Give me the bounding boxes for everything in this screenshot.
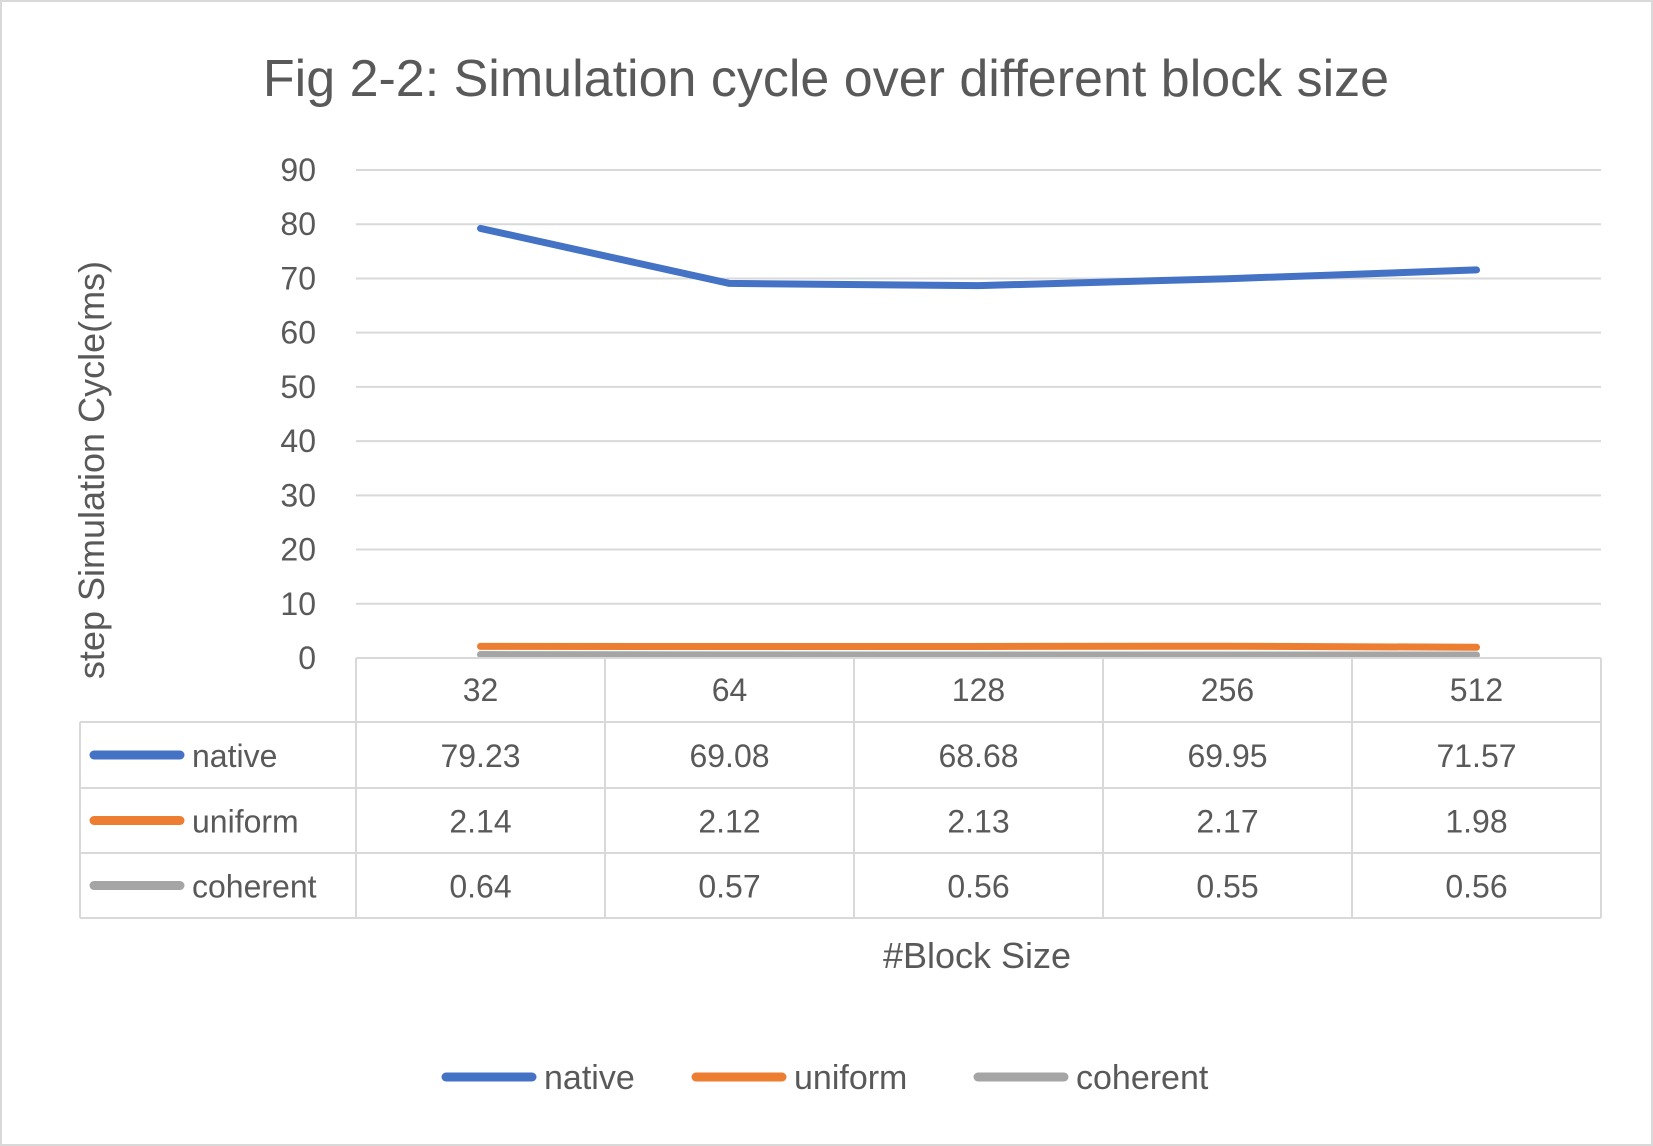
data-label-uniform-64: 2.12 [698, 804, 760, 840]
data-table: 32 64 128 256 512 native 79.23 69.08 68.68 69.95 7… [79, 657, 1602, 919]
y-tick-label-90: 90 [280, 152, 316, 188]
x-tick-label-64: 64 [712, 672, 748, 708]
data-label-native-32: 79.23 [440, 738, 520, 774]
series-line-native [477, 224, 1480, 290]
y-axis-title: step Simulation Cycle(ms) [71, 261, 112, 679]
x-tick-label-512: 512 [1450, 672, 1503, 708]
data-label-native-512: 71.57 [1436, 738, 1516, 774]
data-label-uniform-128: 2.13 [947, 804, 1009, 840]
table-row-label-native: native [192, 738, 277, 774]
x-tick-label-32: 32 [463, 672, 499, 708]
x-tick-label-128: 128 [952, 672, 1005, 708]
legend-label-coherent: coherent [1076, 1059, 1209, 1097]
table-row-label-coherent: coherent [192, 869, 317, 905]
y-tick-label-40: 40 [280, 423, 316, 459]
legend-label-uniform: uniform [794, 1059, 907, 1097]
y-tick-label-30: 30 [280, 477, 316, 513]
chart-title: Fig 2-2: Simulation cycle over different… [263, 50, 1389, 108]
legend: native uniform coherent [441, 1059, 1209, 1097]
y-tick-labels: 0 10 20 30 40 50 60 70 80 90 [280, 152, 316, 676]
y-tick-label-70: 70 [280, 260, 316, 296]
table-row-label-uniform: uniform [192, 804, 299, 840]
data-label-coherent-64: 0.57 [698, 869, 760, 905]
data-label-coherent-32: 0.64 [449, 869, 511, 905]
y-tick-label-0: 0 [298, 640, 316, 676]
y-tick-label-10: 10 [280, 586, 316, 622]
data-label-coherent-512: 0.56 [1445, 869, 1507, 905]
data-label-native-256: 69.95 [1187, 738, 1267, 774]
data-label-native-128: 68.68 [938, 738, 1018, 774]
gridlines [356, 169, 1601, 605]
y-tick-label-50: 50 [280, 369, 316, 405]
data-label-uniform-32: 2.14 [449, 804, 511, 840]
legend-label-native: native [544, 1059, 635, 1097]
y-tick-label-80: 80 [280, 206, 316, 242]
data-label-uniform-512: 1.98 [1445, 804, 1507, 840]
x-tick-label-256: 256 [1201, 672, 1254, 708]
data-label-coherent-256: 0.55 [1196, 869, 1258, 905]
series-lines [477, 224, 1480, 659]
y-tick-label-60: 60 [280, 315, 316, 351]
y-tick-label-20: 20 [280, 532, 316, 568]
data-label-coherent-128: 0.56 [947, 869, 1009, 905]
data-label-native-64: 69.08 [689, 738, 769, 774]
x-axis-title: #Block Size [883, 935, 1071, 976]
series-line-uniform [477, 642, 1480, 651]
data-label-uniform-256: 2.17 [1196, 804, 1258, 840]
